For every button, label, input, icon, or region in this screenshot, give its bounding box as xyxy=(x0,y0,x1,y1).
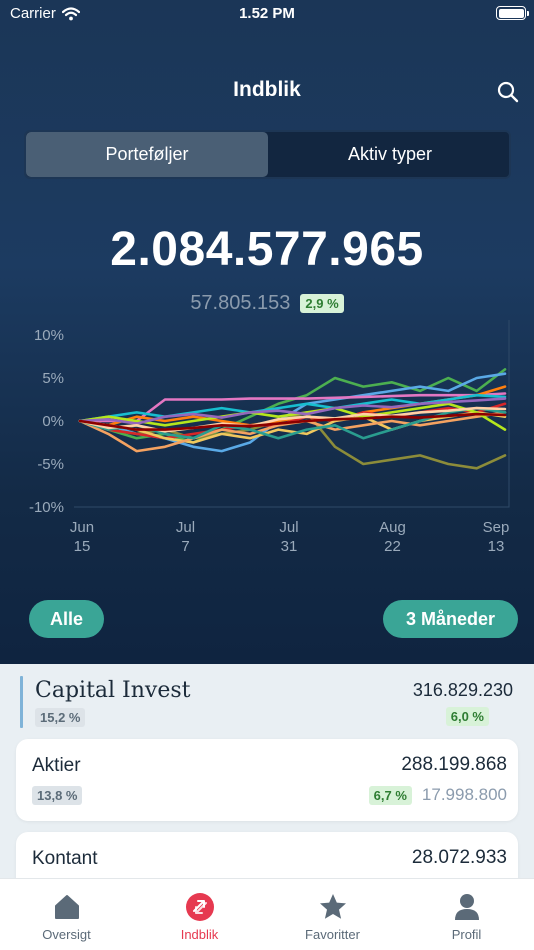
x-tick-label: 22 xyxy=(384,538,401,555)
search-icon[interactable] xyxy=(496,80,520,104)
tab-profil[interactable]: Profil xyxy=(400,879,533,950)
segmented-control: Porteføljer Aktiv typer xyxy=(24,130,511,179)
tab-oversigt[interactable]: Oversigt xyxy=(0,879,133,950)
summary-change-row: 57.805.153 2,9 % xyxy=(0,292,534,315)
series-line-13 xyxy=(78,406,507,433)
period-filter-button[interactable]: 3 Måneder xyxy=(383,600,518,638)
group-change-badge: 6,0 % xyxy=(445,707,489,726)
holding-name: Aktier xyxy=(32,755,81,776)
profile-icon xyxy=(454,894,479,920)
x-tick-label: 7 xyxy=(181,538,189,555)
y-tick-label: 0% xyxy=(42,413,64,430)
y-tick-label: -5% xyxy=(37,456,64,473)
portfolio-group-header[interactable]: Capital Invest 316.829.230 15,2 % 6,0 % xyxy=(20,676,520,730)
tab-label: Favoritter xyxy=(305,927,360,942)
x-tick-label: Jul xyxy=(176,519,195,536)
x-tick-label: Sep xyxy=(483,519,510,536)
y-tick-label: -10% xyxy=(29,499,64,516)
holding-change-row: 6,7 % 17.998.800 xyxy=(368,785,507,805)
tab-label: Indblik xyxy=(180,927,219,942)
holding-value: 288.199.868 xyxy=(401,754,507,775)
holding-name: Kontant xyxy=(32,848,98,869)
holding-value: 28.072.933 xyxy=(411,847,507,868)
clock: 1.52 PM xyxy=(239,5,295,22)
series-line-11 xyxy=(78,402,507,431)
holding-change-badge: 6,7 % xyxy=(368,785,412,805)
status-bar: Carrier 1.52 PM xyxy=(0,0,534,30)
series-line-14 xyxy=(78,412,507,431)
x-tick-label: 15 xyxy=(74,538,91,555)
series-line-7 xyxy=(78,411,507,444)
y-tick-label: 5% xyxy=(42,370,64,387)
series-line-3 xyxy=(78,392,507,423)
holding-card-aktier[interactable]: Aktier 288.199.868 13,8 % 6,7 % 17.998.8… xyxy=(16,739,518,821)
tab-label: Oversigt xyxy=(42,927,91,942)
holding-card-kontant[interactable]: Kontant 28.072.933 xyxy=(16,832,518,878)
hero-section: Carrier 1.52 PM Indblik Porteføljer Akti… xyxy=(0,0,534,664)
page-title: Indblik xyxy=(233,78,301,101)
holding-gain: 17.998.800 xyxy=(421,785,507,804)
x-tick-label: Aug xyxy=(379,519,406,536)
tab-favoritter[interactable]: Favoritter xyxy=(266,879,399,950)
chart-axis-frame xyxy=(74,320,510,508)
change-pct-badge: 2,9 % xyxy=(300,294,344,313)
group-accent-bar xyxy=(20,676,23,728)
star-icon xyxy=(319,894,346,919)
x-tick-label: Jun xyxy=(70,519,94,536)
carrier-label: Carrier xyxy=(10,5,56,22)
wifi-icon xyxy=(61,6,80,20)
holdings-list: Capital Invest 316.829.230 15,2 % 6,0 % … xyxy=(0,664,534,878)
total-value: 2.084.577.965 xyxy=(110,223,424,276)
tab-indblik[interactable]: Indblik xyxy=(133,879,266,950)
series-line-12 xyxy=(78,397,507,425)
segment-portfolios[interactable]: Porteføljer xyxy=(26,132,268,177)
home-icon xyxy=(54,895,79,919)
insight-icon xyxy=(185,893,214,921)
x-tick-label: 13 xyxy=(488,538,505,555)
segment-asset-types[interactable]: Aktiv typer xyxy=(347,144,433,164)
x-tick-label: 31 xyxy=(281,538,298,555)
change-amount: 57.805.153 xyxy=(190,292,291,314)
all-filter-button[interactable]: Alle xyxy=(29,600,104,638)
x-tick-label: Jul xyxy=(279,519,298,536)
y-tick-label: 10% xyxy=(34,327,64,344)
tab-label: Profil xyxy=(451,927,482,942)
tab-bar: Oversigt Indblik Favoritter Profil xyxy=(0,878,534,950)
carrier-info: Carrier xyxy=(10,5,80,22)
group-share-badge: 15,2 % xyxy=(35,708,86,727)
holding-share-badge: 13,8 % xyxy=(32,786,83,805)
battery-icon xyxy=(496,6,529,20)
group-name: Capital Invest xyxy=(35,678,191,703)
group-value: 316.829.230 xyxy=(412,680,513,700)
performance-chart[interactable]: 10% 5% 0% -5% -10% Jun 15 Jul 7 Jul 31 Aug 22 Sep 13 xyxy=(0,320,534,560)
